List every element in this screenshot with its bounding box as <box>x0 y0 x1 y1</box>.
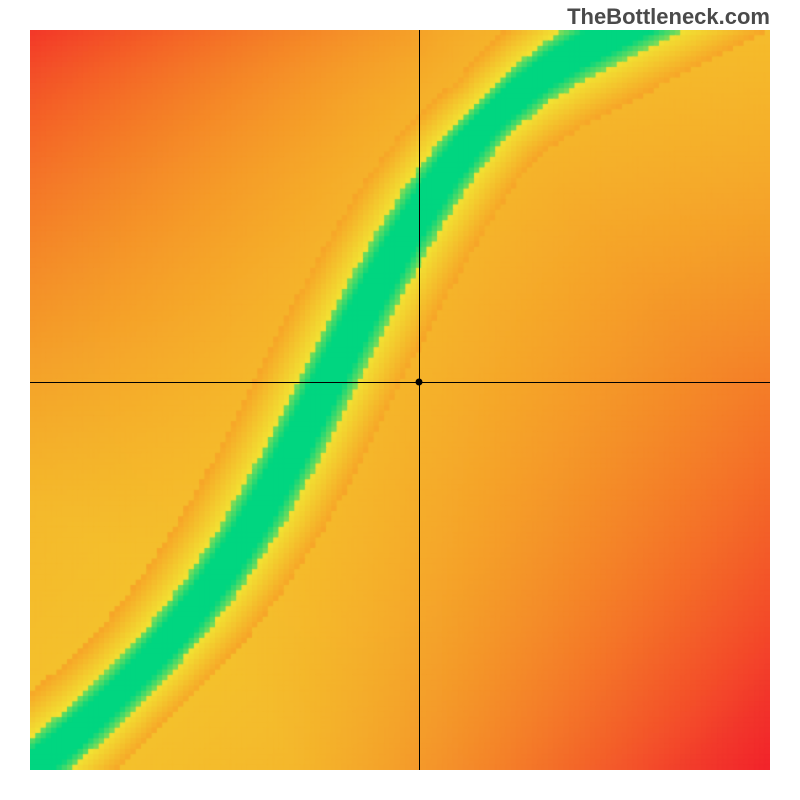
crosshair-marker <box>415 378 422 385</box>
heatmap-canvas <box>30 30 770 770</box>
crosshair-horizontal <box>30 382 770 383</box>
crosshair-vertical <box>419 30 420 770</box>
watermark-text: TheBottleneck.com <box>567 4 770 30</box>
heatmap-plot <box>30 30 770 770</box>
